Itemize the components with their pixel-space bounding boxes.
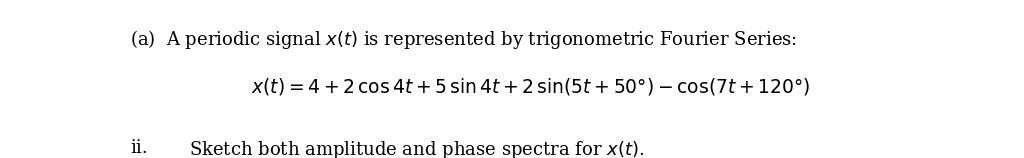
Text: $x(t) = 4 + 2\,\mathrm{cos}\,4t + 5\,\mathrm{sin}\,4t + 2\,\mathrm{sin}(5t + 50°: $x(t) = 4 + 2\,\mathrm{cos}\,4t + 5\,\ma…	[251, 76, 810, 97]
Text: Sketch both amplitude and phase spectra for $x(t)$.: Sketch both amplitude and phase spectra …	[189, 139, 645, 158]
Text: (a)  A periodic signal $x(t)$ is represented by trigonometric Fourier Series:: (a) A periodic signal $x(t)$ is represen…	[130, 28, 798, 52]
Text: ii.: ii.	[130, 139, 147, 157]
